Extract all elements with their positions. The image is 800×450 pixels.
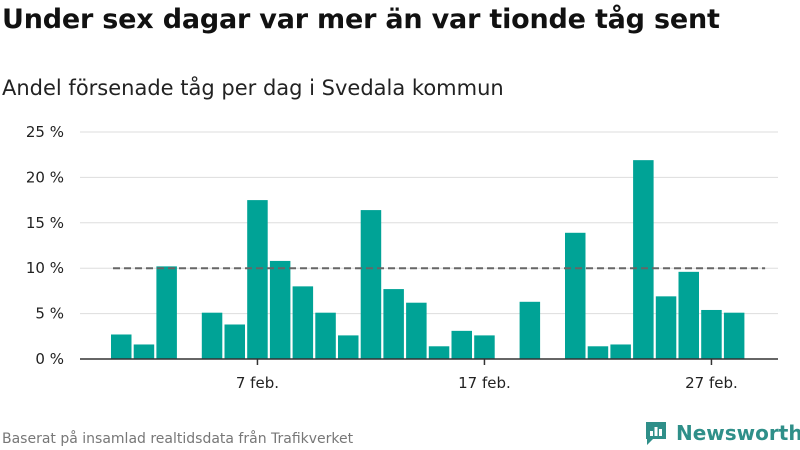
bar bbox=[156, 266, 177, 359]
bar bbox=[723, 312, 745, 359]
bar bbox=[133, 344, 155, 359]
bar bbox=[701, 309, 722, 359]
x-tick-label: 7 feb. bbox=[236, 374, 279, 392]
y-tick-label: 20 % bbox=[26, 168, 64, 186]
bar bbox=[633, 160, 654, 359]
bar bbox=[201, 312, 223, 359]
bar bbox=[292, 286, 314, 359]
brand-logo: Newsworthy bbox=[644, 420, 800, 446]
bar bbox=[247, 200, 268, 359]
bar bbox=[338, 335, 359, 359]
bar bbox=[565, 232, 586, 359]
bar bbox=[224, 324, 245, 359]
y-tick-label: 15 % bbox=[26, 214, 64, 232]
bar bbox=[678, 271, 699, 359]
chart-subtitle: Andel försenade tåg per dag i Svedala ko… bbox=[2, 76, 504, 100]
bars bbox=[111, 160, 745, 359]
bar bbox=[474, 335, 495, 359]
x-tick-label: 27 feb. bbox=[685, 374, 738, 392]
x-axis-ticks: 7 feb. 17 feb. 27 feb. bbox=[236, 359, 738, 392]
source-note: Baserat på insamlad realtidsdata från Tr… bbox=[2, 431, 354, 447]
bar bbox=[269, 260, 291, 359]
y-tick-label: 0 % bbox=[35, 350, 64, 368]
bar bbox=[610, 344, 631, 359]
bar bbox=[360, 210, 382, 359]
y-tick-label: 10 % bbox=[26, 259, 64, 277]
y-tick-label: 25 % bbox=[26, 123, 64, 141]
y-axis-ticks: 0 % 5 % 10 % 15 % 20 % 25 % bbox=[26, 123, 64, 368]
x-tick-label: 17 feb. bbox=[458, 374, 511, 392]
brand-name: Newsworthy bbox=[676, 421, 800, 445]
grid-lines bbox=[80, 131, 778, 315]
newsworthy-logo-icon bbox=[646, 422, 666, 445]
y-tick-label: 5 % bbox=[35, 305, 64, 323]
bar bbox=[519, 301, 541, 359]
bar-chart: 0 % 5 % 10 % 15 % 20 % 25 % 7 feb. 17 feb. 27 f… bbox=[26, 123, 778, 392]
bar bbox=[383, 289, 404, 359]
bar bbox=[315, 312, 336, 359]
bar bbox=[655, 296, 677, 359]
bar bbox=[428, 346, 450, 359]
bar bbox=[587, 346, 609, 359]
bar bbox=[406, 302, 427, 359]
bar bbox=[111, 334, 132, 359]
chart-headline: Under sex dagar var mer än var tionde tå… bbox=[2, 4, 720, 35]
bar bbox=[451, 330, 472, 359]
